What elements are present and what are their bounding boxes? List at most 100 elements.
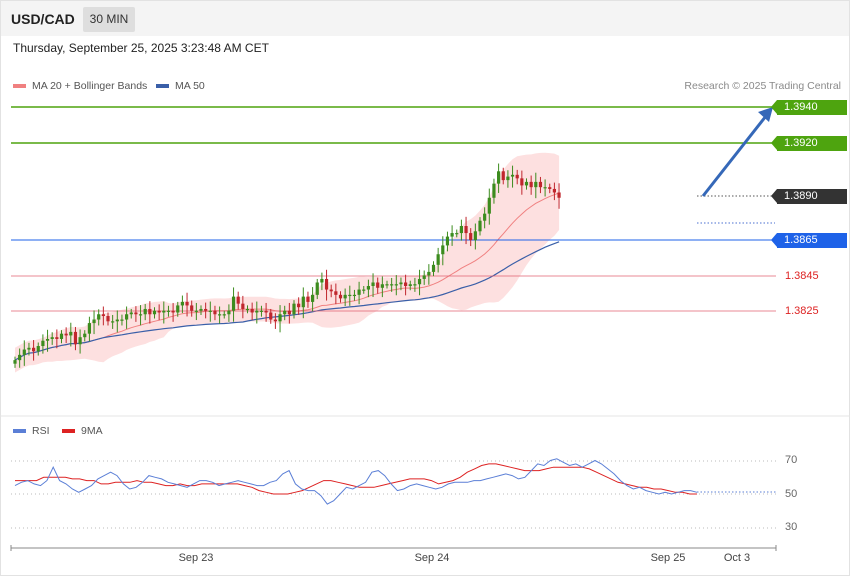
candle-body xyxy=(287,310,291,315)
candle-body xyxy=(222,314,226,316)
candle-body xyxy=(180,301,184,306)
candle-body xyxy=(259,310,264,312)
candle-body xyxy=(478,220,482,232)
x-label-sep23: Sep 23 xyxy=(178,552,214,564)
candle-body xyxy=(362,289,366,291)
candle-body xyxy=(255,310,259,313)
candle-body xyxy=(469,233,473,241)
ma50-swatch xyxy=(156,84,169,89)
candle-body xyxy=(422,275,426,279)
legend-ma20: MA 20 + Bollinger Bands xyxy=(13,80,147,92)
candle-body xyxy=(208,310,212,312)
candle-body xyxy=(417,278,422,285)
candle-body xyxy=(78,337,82,345)
timeframe-button[interactable]: 30 MIN xyxy=(83,7,135,32)
legend-ma50: MA 50 xyxy=(156,80,205,92)
candle-body xyxy=(483,213,487,221)
legend-rsi: RSI xyxy=(13,425,50,437)
candle-body xyxy=(97,314,101,320)
candle-body xyxy=(524,181,529,186)
candle-body xyxy=(64,333,68,336)
candle-body xyxy=(27,347,31,350)
candle-body xyxy=(404,282,408,287)
bollinger-band xyxy=(15,152,560,373)
candle-body xyxy=(352,294,357,297)
candle-body xyxy=(59,333,64,339)
candle-body xyxy=(436,254,440,265)
candle-body xyxy=(427,271,431,276)
candle-body xyxy=(115,319,119,322)
rsi-9ma-line xyxy=(15,463,697,495)
ma20-legend-label: MA 20 + Bollinger Bands xyxy=(32,80,148,92)
rsi-label-30: 30 xyxy=(785,521,798,533)
candle-body xyxy=(69,331,73,336)
candle-body xyxy=(41,340,45,347)
candle-body xyxy=(348,294,352,297)
level-label-s2: 1.3825 xyxy=(785,305,819,317)
candle-body xyxy=(231,296,236,311)
candle-body xyxy=(385,284,389,286)
research-credit: Research © 2025 Trading Central xyxy=(684,80,841,92)
candle-body xyxy=(45,338,50,341)
x-label-oct3: Oct 3 xyxy=(723,552,751,564)
candle-body xyxy=(445,236,450,246)
candle-body xyxy=(236,296,240,304)
candle-body xyxy=(459,226,463,234)
candle-body xyxy=(278,314,282,322)
target-arrow-shaft xyxy=(701,115,768,197)
candle-body xyxy=(245,308,250,311)
level-tag-r1: 1.3920 xyxy=(771,136,847,151)
candle-body xyxy=(152,310,157,315)
candle-body xyxy=(338,294,343,299)
candle-body xyxy=(176,305,180,313)
rsi-label-50: 50 xyxy=(785,488,798,500)
rsi-label-70: 70 xyxy=(785,454,798,466)
candle-body xyxy=(194,310,198,312)
candle-body xyxy=(171,310,175,313)
candle-body xyxy=(487,197,491,214)
candle-body xyxy=(32,347,36,352)
candle-body xyxy=(501,171,505,181)
candle-body xyxy=(13,360,17,364)
candle-body xyxy=(301,296,305,308)
candle-body xyxy=(334,291,338,295)
candle-body xyxy=(92,319,96,324)
candle-body xyxy=(543,187,547,189)
candle-body xyxy=(83,333,87,338)
candle-body xyxy=(213,310,217,315)
candle-body xyxy=(157,310,161,313)
rsi-swatch xyxy=(13,429,26,434)
candle-body xyxy=(185,301,189,306)
candle-body xyxy=(492,183,496,198)
candle-body xyxy=(497,171,501,184)
candle-body xyxy=(241,303,245,309)
9ma-swatch xyxy=(62,429,75,434)
candle-body xyxy=(320,278,324,283)
candle-body xyxy=(134,312,138,315)
candle-body xyxy=(408,284,412,287)
candle-body xyxy=(311,294,315,302)
candle-body xyxy=(138,314,143,316)
ma50-line xyxy=(14,241,560,361)
level-tag-r2: 1.3940 xyxy=(771,100,847,115)
candle-body xyxy=(357,289,361,295)
candle-body xyxy=(394,284,398,286)
9ma-legend-label: 9MA xyxy=(81,425,103,437)
candle-body xyxy=(55,337,59,339)
candle-body xyxy=(329,289,333,292)
candle-body xyxy=(380,284,384,288)
candle-body xyxy=(538,181,543,188)
candle-body xyxy=(506,176,510,181)
legend-9ma: 9MA xyxy=(62,425,103,437)
candle-body xyxy=(473,231,477,241)
candle-body xyxy=(450,233,454,237)
level-label-s1: 1.3845 xyxy=(785,270,819,282)
candle-body xyxy=(166,310,171,312)
candle-body xyxy=(413,284,417,286)
candle-body xyxy=(162,310,166,313)
candle-body xyxy=(390,284,394,286)
candle-body xyxy=(87,323,91,334)
candle-body xyxy=(283,310,287,315)
candle-body xyxy=(548,187,552,189)
ma20-swatch xyxy=(13,84,26,89)
